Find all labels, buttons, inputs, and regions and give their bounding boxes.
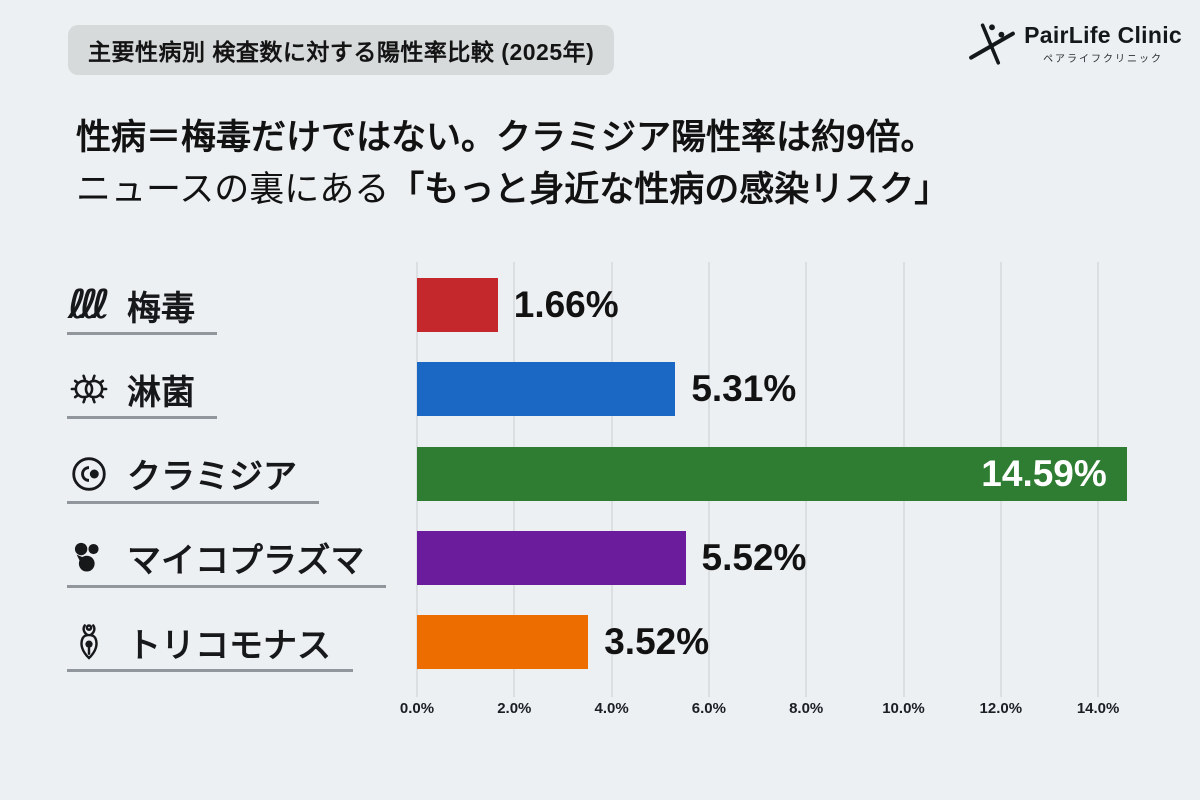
bar-value-label: 1.66%: [513, 284, 619, 325]
x-axis-tick-label: 6.0%: [691, 700, 726, 717]
clinic-logo: PairLife Clinic ペアライフクリニック: [969, 20, 1182, 66]
category-label-chlamydia: クラミジア: [67, 447, 319, 504]
x-axis-tick-label: 0.0%: [399, 700, 435, 717]
bar: 14.59%: [417, 446, 1127, 501]
bar-value-label: 14.59%: [981, 452, 1107, 494]
gonococcus-icon: [67, 371, 111, 407]
bar-value-label: 5.31%: [691, 368, 797, 410]
trichomonas-icon: [67, 621, 111, 663]
category-label-gonococcus: 淋菌: [67, 362, 217, 420]
x-axis-tick-label: 10.0%: [882, 700, 925, 717]
category-label-trichomonas: トリコモナス: [67, 615, 353, 672]
category-name: クラミジア: [127, 458, 297, 496]
x-axis-tick-label: 4.0%: [594, 700, 629, 717]
headline-line2: ニュースの裏にある「もっと身近な性病の感染リスク」: [76, 164, 949, 216]
headline-line2-regular: ニュースの裏にある: [76, 170, 390, 209]
bar: [417, 278, 498, 332]
clinic-name: PairLife Clinic: [1024, 21, 1182, 48]
category-label-mycoplasma: マイコプラズマ: [67, 531, 387, 588]
bar-value-label: 3.52%: [604, 621, 710, 662]
x-axis-tick-label: 12.0%: [979, 700, 1023, 717]
spirochete-icon: ℓℓℓ: [67, 282, 111, 328]
x-axis-tick-label: 8.0%: [789, 700, 824, 717]
bar: [417, 362, 676, 417]
chart-title-badge: 主要性病別 検査数に対する陽性率比較 (2025年): [68, 25, 615, 75]
x-axis-tick-label: 2.0%: [497, 700, 532, 717]
headline: 性病＝梅毒だけではない。クラミジア陽性率は約9倍。 ニュースの裏にある「もっと身…: [76, 112, 949, 216]
category-name: 梅毒: [127, 289, 195, 328]
pairlife-logo-icon: [969, 20, 1016, 66]
headline-line2-bold: 「もっと身近な性病の感染リスク」: [389, 170, 950, 209]
category-name: マイコプラズマ: [127, 542, 365, 581]
category-label-spirochete: ℓℓℓ 梅毒: [67, 278, 217, 335]
chlamydia-icon: [67, 454, 111, 494]
bar: [417, 615, 589, 669]
clinic-logo-text: PairLife Clinic ペアライフクリニック: [1024, 22, 1182, 65]
bar: [417, 530, 686, 585]
clinic-name-japanese: ペアライフクリニック: [1043, 53, 1164, 65]
mycoplasma-icon: [67, 540, 111, 576]
category-name: 淋菌: [127, 373, 195, 412]
headline-line1: 性病＝梅毒だけではない。クラミジア陽性率は約9倍。: [76, 118, 936, 157]
x-axis-tick-label: 14.0%: [1076, 700, 1120, 717]
bar-value-label: 5.52%: [701, 536, 807, 578]
category-name: トリコモナス: [127, 626, 331, 665]
